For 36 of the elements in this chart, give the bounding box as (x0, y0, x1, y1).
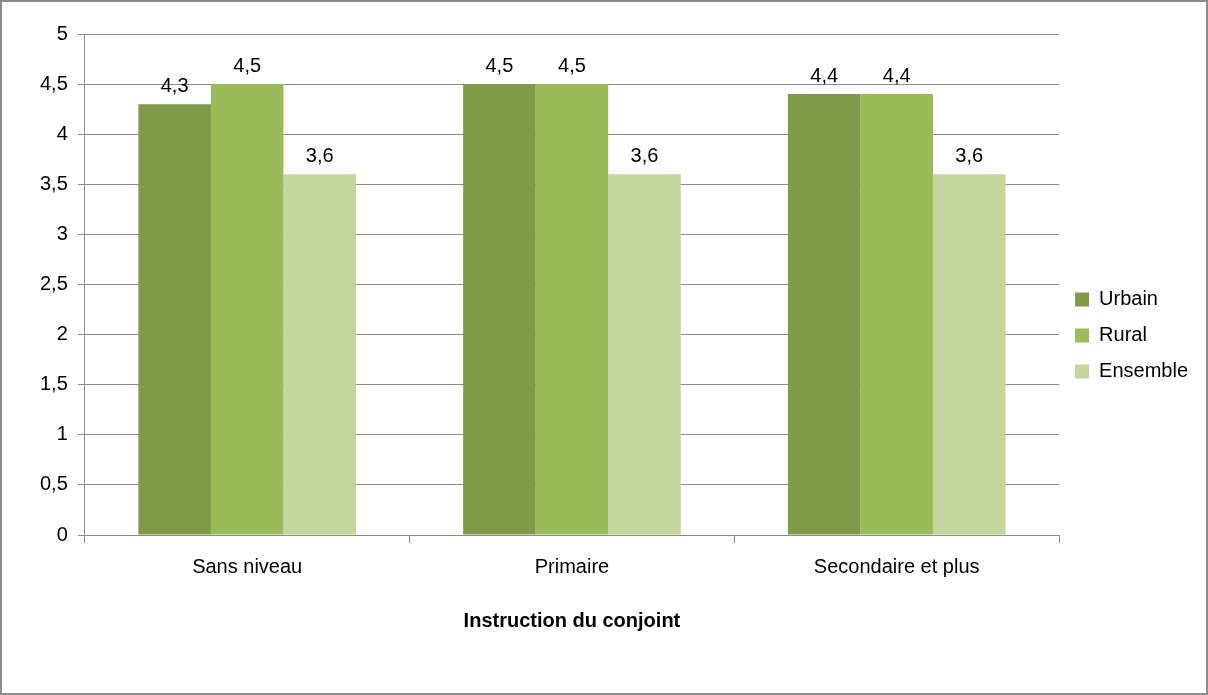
y-tick-label: 1,5 (39, 372, 68, 395)
y-tick-label: 5 (56, 21, 68, 44)
data-label: 3,6 (955, 143, 984, 166)
x-tick-label: Primaire (534, 554, 610, 577)
bar (608, 174, 681, 535)
data-label: 4,5 (558, 53, 586, 76)
data-label: 3,6 (305, 143, 334, 166)
bar (535, 84, 609, 535)
data-label: 4,4 (810, 63, 839, 86)
bar (860, 94, 933, 535)
bar (463, 84, 536, 535)
y-tick-label: 2,5 (39, 272, 68, 295)
bar (210, 84, 284, 535)
bar (138, 104, 211, 535)
bar (932, 174, 1006, 535)
legend-label: Rural (1099, 323, 1147, 346)
y-tick-label: 0,5 (39, 472, 68, 495)
data-label: 4,5 (485, 53, 514, 76)
legend-label: Ensemble (1099, 359, 1188, 382)
x-axis-title: Instruction du conjoint (463, 608, 681, 631)
x-tick-label: Sans niveau (192, 554, 303, 577)
data-label: 4,4 (882, 63, 911, 86)
legend-label: Urbain (1099, 287, 1158, 310)
y-tick-label: 3,5 (39, 171, 68, 194)
bar (787, 94, 861, 535)
data-label: 4,3 (160, 73, 189, 96)
x-tick-label: Secondaire et plus (813, 554, 980, 577)
data-label: 4,5 (233, 53, 262, 76)
y-tick-label: 4,5 (39, 71, 68, 94)
y-tick-label: 1 (56, 422, 68, 445)
bar (283, 174, 356, 535)
data-label: 3,6 (630, 143, 659, 166)
y-tick-label: 2 (56, 322, 68, 345)
y-tick-label: 3 (56, 221, 68, 244)
y-tick-label: 0 (56, 522, 68, 545)
y-tick-label: 4 (56, 121, 68, 144)
